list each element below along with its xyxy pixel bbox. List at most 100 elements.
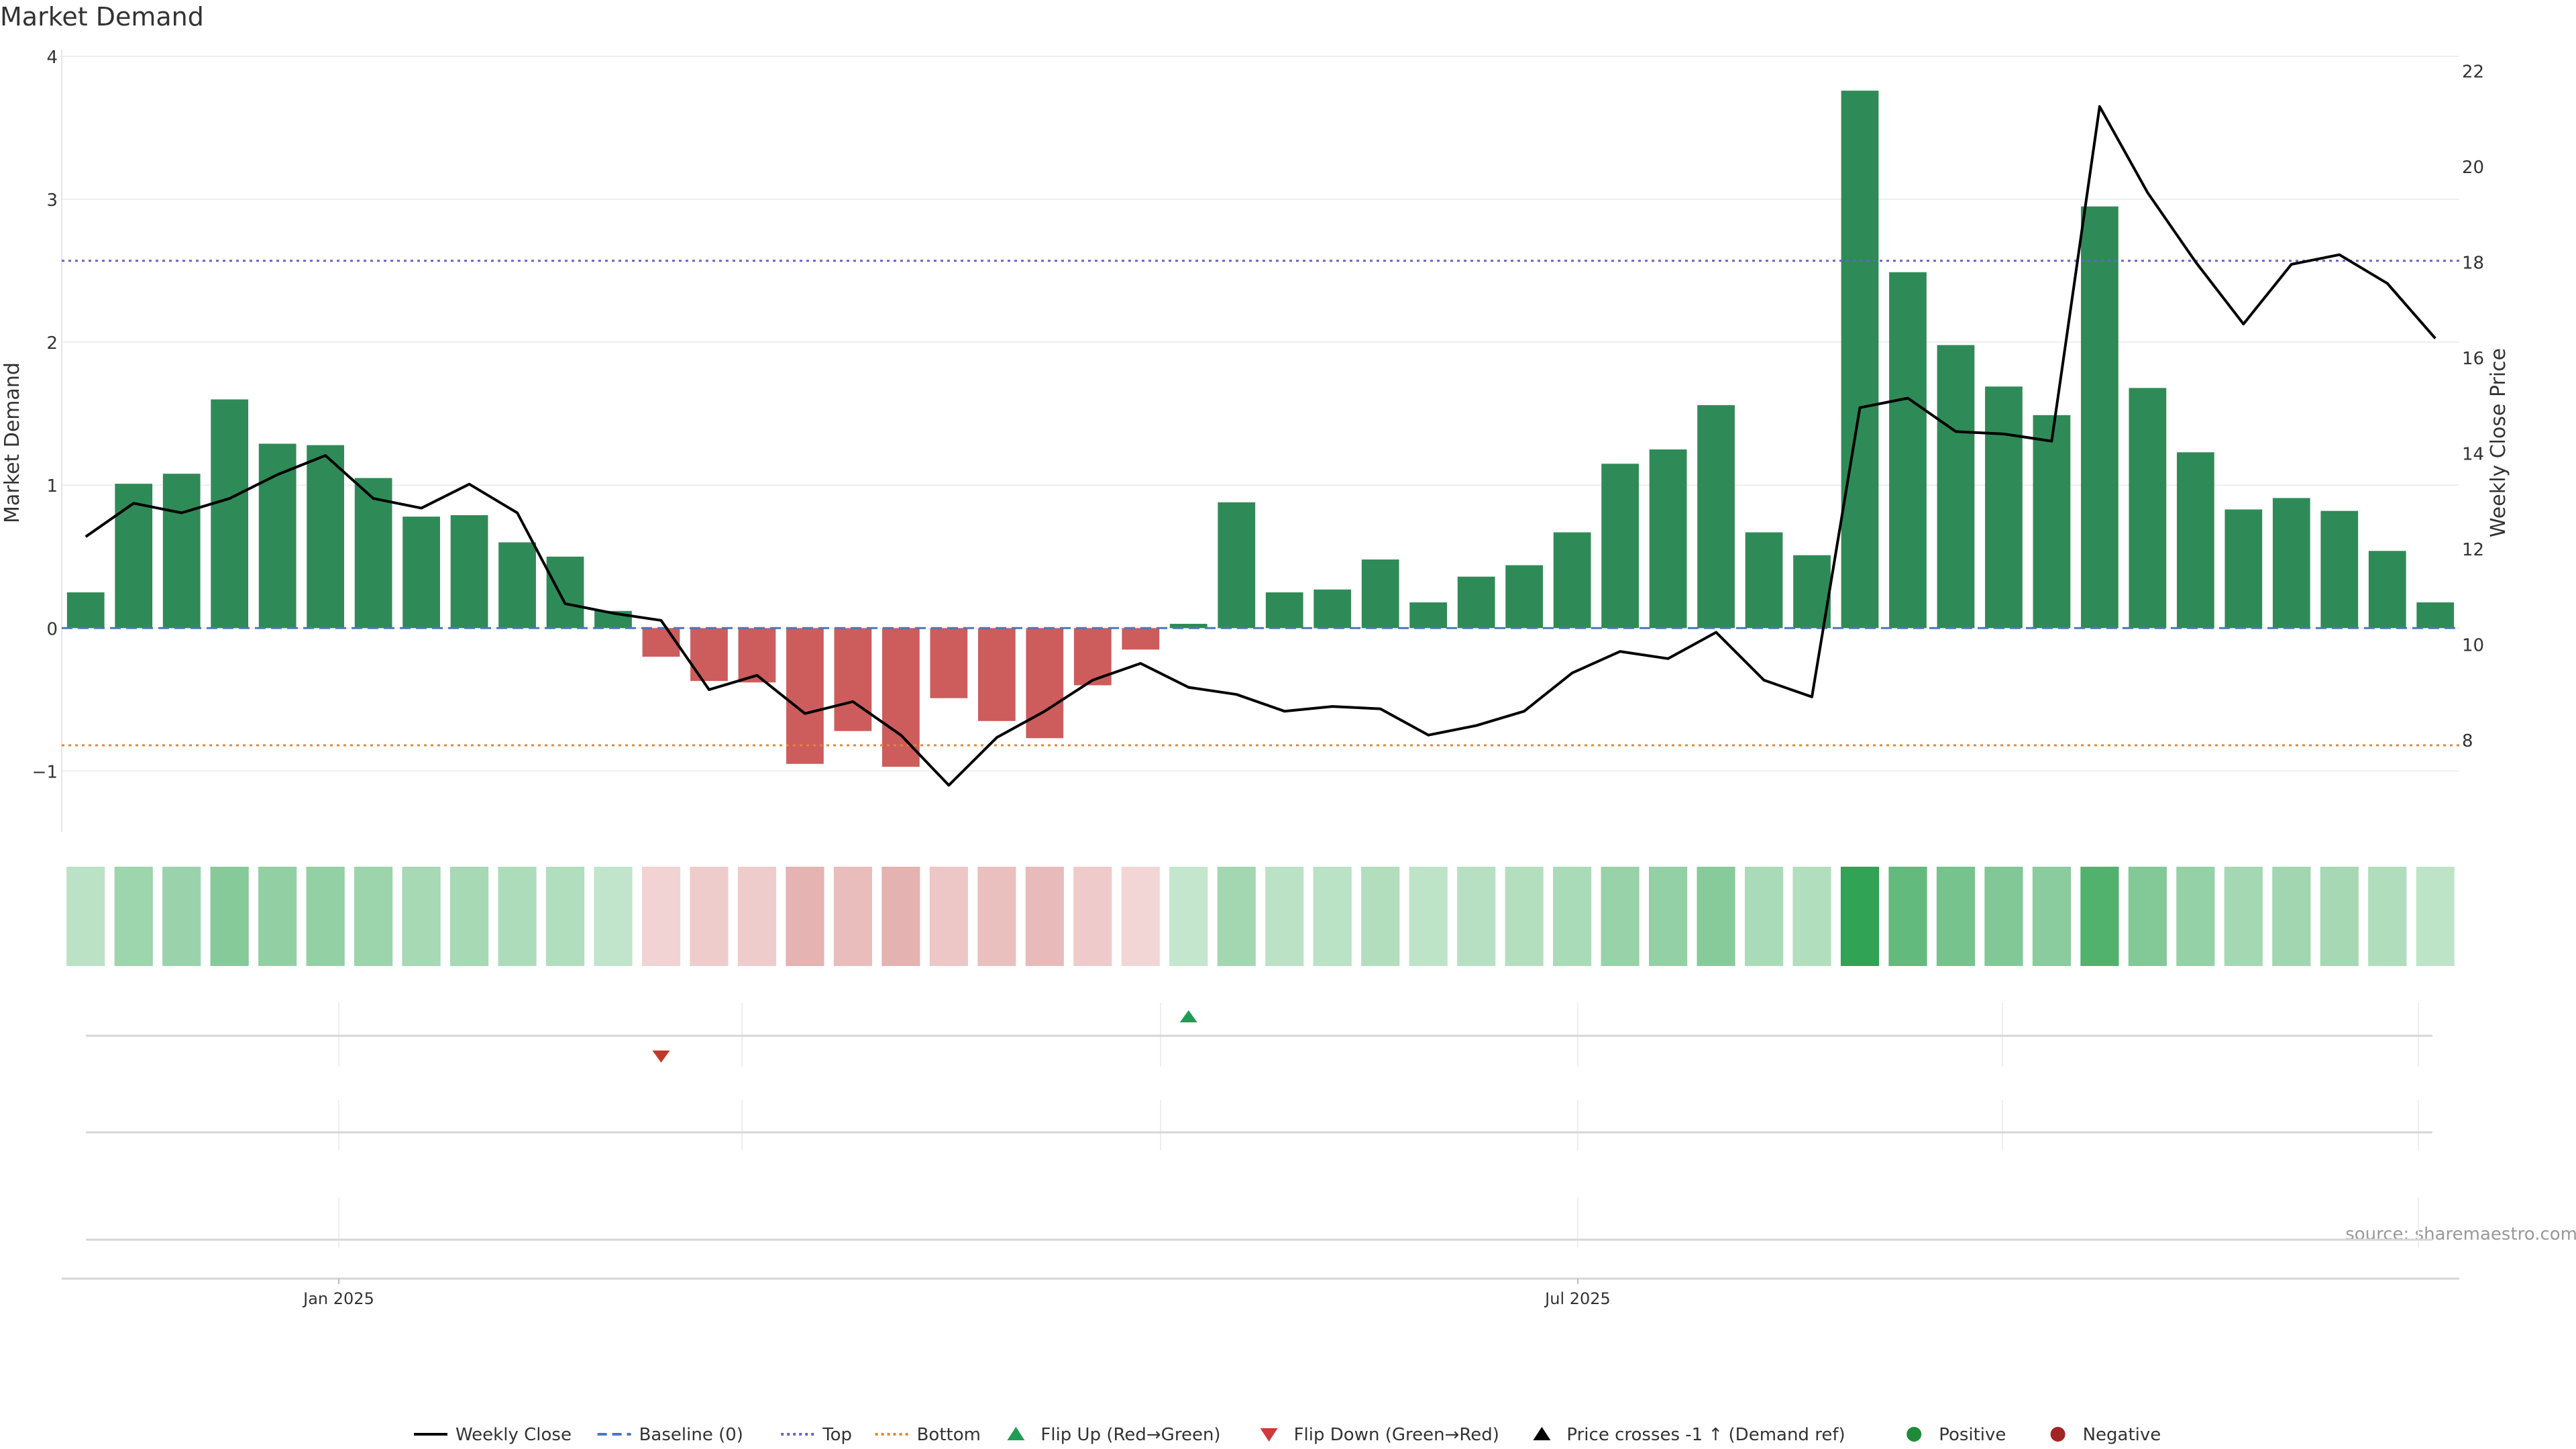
heat-cell-47 xyxy=(2320,867,2359,966)
heat-cell-43 xyxy=(2128,867,2167,966)
heat-cell-46 xyxy=(2272,867,2311,966)
heat-cell-7 xyxy=(402,867,441,966)
legend-item-8: Negative xyxy=(2050,1425,2161,1445)
legend-label: Flip Down (Green→Red) xyxy=(1294,1425,1499,1445)
demand-bar-1 xyxy=(115,484,153,629)
demand-bar-30 xyxy=(1505,565,1544,629)
demand-bar-42 xyxy=(2081,206,2118,629)
demand-bar-12 xyxy=(642,628,680,657)
legend-item-2: Top xyxy=(781,1425,852,1445)
demand-bar-9 xyxy=(498,542,536,629)
legend-swatch-triangle-up xyxy=(1007,1427,1025,1440)
heat-cell-4 xyxy=(258,867,297,966)
demand-bar-8 xyxy=(450,515,488,629)
legend-swatch-circle xyxy=(2050,1427,2065,1442)
demand-bar-24 xyxy=(1218,502,1256,629)
y2-tick-label-0: 8 xyxy=(2462,731,2473,751)
legend-swatch-triangle-up xyxy=(1533,1427,1551,1440)
legend-label: Baseline (0) xyxy=(639,1425,743,1445)
flip-down-marker xyxy=(652,1051,670,1063)
y-axis-left-ticks: −1 0 1 2 3 4 xyxy=(32,48,58,782)
heat-cell-8 xyxy=(449,867,489,966)
heat-cell-20 xyxy=(1025,867,1064,966)
demand-bar-19 xyxy=(977,628,1016,721)
y-axis-label-left: Market Demand xyxy=(1,362,24,523)
heat-cell-36 xyxy=(1792,867,1831,966)
legend-item-1: Baseline (0) xyxy=(597,1425,743,1445)
demand-bar-27 xyxy=(1361,559,1399,629)
demand-bar-40 xyxy=(1985,386,2023,629)
demand-bar-22 xyxy=(1122,628,1160,650)
y2-tick-label-7: 22 xyxy=(2462,62,2484,82)
x-tick-label-1: Jul 2025 xyxy=(1544,1289,1611,1308)
heat-cell-49 xyxy=(2416,867,2455,966)
chart-title: Market Demand xyxy=(0,2,204,32)
x-axis-ticks: Jan 2025 Jul 2025 xyxy=(62,1277,2459,1308)
y2-tick-label-1: 10 xyxy=(2462,635,2484,655)
demand-bar-32 xyxy=(1601,464,1639,629)
demand-bar-5 xyxy=(307,445,345,629)
heat-cell-27 xyxy=(1361,867,1400,966)
heat-cell-21 xyxy=(1073,867,1112,966)
heat-cell-3 xyxy=(210,867,249,966)
heat-cell-26 xyxy=(1313,867,1352,966)
demand-bar-29 xyxy=(1457,576,1495,629)
heat-cell-13 xyxy=(690,867,729,966)
heat-cell-40 xyxy=(1984,867,2023,966)
heat-cell-38 xyxy=(1888,867,1927,966)
heat-cell-12 xyxy=(641,867,681,966)
heat-cell-34 xyxy=(1697,867,1735,966)
heat-cell-2 xyxy=(162,867,201,966)
legend-label: Weekly Close xyxy=(455,1425,572,1445)
y-axis-right-ticks: 8 10 12 14 16 18 20 22 xyxy=(2462,62,2484,751)
demand-bar-18 xyxy=(930,628,968,698)
heat-cell-24 xyxy=(1217,867,1256,966)
heat-cell-33 xyxy=(1648,867,1688,966)
heat-cell-10 xyxy=(545,867,585,966)
y-tick-label-4: 3 xyxy=(46,191,58,211)
heat-cell-14 xyxy=(737,867,777,966)
legend-label: Positive xyxy=(1939,1425,2006,1445)
heat-cell-39 xyxy=(1936,867,1976,966)
legend-label: Bottom xyxy=(917,1425,981,1445)
y2-tick-label-4: 16 xyxy=(2462,349,2484,369)
demand-bar-48 xyxy=(2368,551,2406,629)
weekly-close-series xyxy=(85,105,2436,787)
flip-up-marker xyxy=(1179,1010,1197,1022)
heat-cell-29 xyxy=(1457,867,1496,966)
legend-item-7: Positive xyxy=(1907,1425,2006,1445)
heat-cell-28 xyxy=(1409,867,1448,966)
demand-bar-16 xyxy=(834,628,872,731)
heat-cell-23 xyxy=(1169,867,1208,966)
weekly-close-line xyxy=(85,105,2436,787)
demand-bar-39 xyxy=(1937,345,1975,629)
demand-bar-49 xyxy=(2416,602,2455,629)
demand-bar-2 xyxy=(162,474,201,629)
legend-label: Price crosses -1 ↑ (Demand ref) xyxy=(1566,1425,1845,1445)
heat-cell-42 xyxy=(2080,867,2119,966)
heat-cell-5 xyxy=(306,867,345,966)
demand-bar-0 xyxy=(66,592,105,629)
demand-bar-14 xyxy=(738,628,776,683)
heat-cell-37 xyxy=(1840,867,1880,966)
heat-cell-48 xyxy=(2368,867,2407,966)
demand-bar-37 xyxy=(1841,91,1879,629)
demand-bar-44 xyxy=(2176,452,2214,629)
legend-item-3: Bottom xyxy=(875,1425,981,1445)
demand-bar-17 xyxy=(882,628,920,767)
demand-bar-26 xyxy=(1313,589,1352,629)
x-tick-label-0: Jan 2025 xyxy=(302,1289,374,1308)
demand-bar-25 xyxy=(1265,592,1303,629)
heat-cell-1 xyxy=(114,867,153,966)
heat-cell-41 xyxy=(2032,867,2072,966)
heat-cell-16 xyxy=(833,867,873,966)
heat-cell-32 xyxy=(1601,867,1640,966)
heat-cell-22 xyxy=(1121,867,1160,966)
y-axis-label-right: Weekly Close Price xyxy=(2487,348,2510,537)
y2-tick-label-6: 20 xyxy=(2462,158,2484,178)
demand-bar-6 xyxy=(354,478,392,629)
y-tick-label-1: 0 xyxy=(46,619,58,639)
heat-cell-15 xyxy=(786,867,824,966)
legend-label: Negative xyxy=(2083,1425,2161,1445)
heat-cell-44 xyxy=(2176,867,2215,966)
